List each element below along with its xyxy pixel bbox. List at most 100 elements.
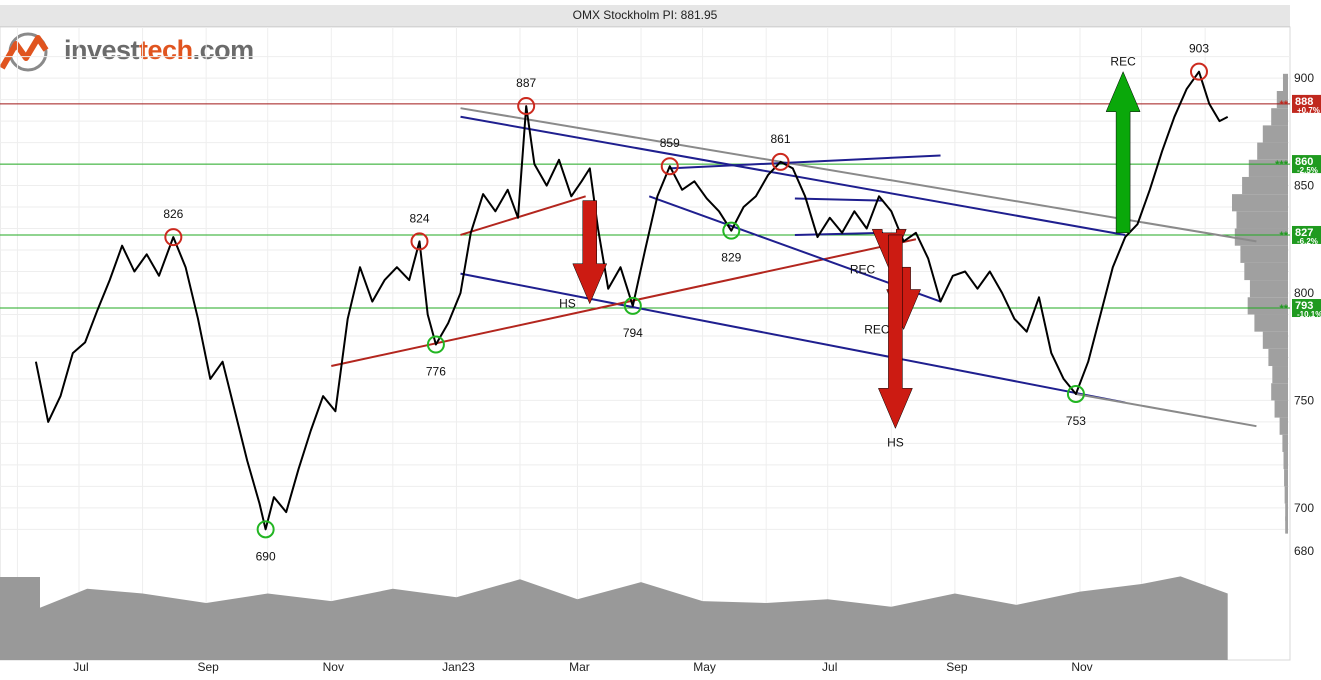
pivot-value-label: 794 (623, 326, 643, 340)
trend-line (460, 107, 1257, 243)
pivot-value-label: 903 (1189, 42, 1209, 56)
x-tick-label: Nov (323, 660, 344, 674)
x-tick-label: May (693, 660, 716, 674)
pivot-value-label: 859 (660, 136, 680, 150)
trend-lines (331, 107, 1257, 428)
level-box (1292, 94, 1321, 113)
price-series (34, 70, 1229, 531)
pivot-value-label: 826 (163, 207, 183, 221)
pivot-circle (164, 228, 183, 247)
volume-profile-bar (1262, 125, 1288, 143)
y-tick-label: 700 (1294, 501, 1314, 515)
x-tick-label: Nov (1071, 660, 1092, 674)
level-box (1292, 155, 1321, 174)
level-value-label: 827 (1295, 227, 1313, 239)
volume-area-start (0, 577, 40, 660)
pivot-circle (722, 221, 741, 240)
pivot-circle (771, 152, 790, 171)
pivot-circle (1066, 384, 1085, 403)
level-pct-label: -6.2% (1297, 237, 1318, 246)
pivot-value-label: 887 (516, 76, 536, 90)
signal-arrow (1105, 71, 1141, 234)
level-box (1292, 225, 1321, 244)
level-marker: *** (1275, 159, 1289, 171)
price-line (34, 70, 1229, 531)
level-marker: ** (1279, 230, 1288, 242)
volume-profile-bar (1271, 108, 1288, 126)
logo-text-accent: tech (139, 34, 193, 65)
y-tick-label: 850 (1294, 179, 1314, 193)
volume-profile-bar (1244, 262, 1288, 281)
volume-profile-bar (1257, 142, 1288, 160)
signal-label: HS (559, 297, 576, 311)
x-tick-label: Sep (197, 660, 219, 674)
signal-label: REC (864, 323, 890, 337)
x-tick-label: Sep (946, 660, 968, 674)
pivot-circle (623, 296, 642, 315)
pivot-circle (410, 232, 429, 251)
logo-text-prefix: invest (64, 34, 140, 65)
volume-profile-bar (1279, 417, 1288, 435)
logo-wordmark: investtech.com (64, 35, 254, 66)
level-pct-label: +0.7% (1297, 106, 1320, 115)
volume-profile-bar (1236, 211, 1288, 229)
volume-profile-bar (1232, 194, 1288, 212)
volume-profile-bar (1283, 451, 1288, 470)
volume-profile-bar (1247, 297, 1288, 315)
y-tick-label: 750 (1294, 393, 1314, 407)
level-value-label: 860 (1295, 156, 1313, 168)
pivot-value-label: 829 (721, 251, 741, 265)
volume-profile-bar (1276, 91, 1288, 109)
signal-arrow (572, 200, 608, 305)
volume-profile-bar (1262, 331, 1288, 349)
volume-profile-bar (1274, 400, 1288, 418)
pivot-value-label: 861 (771, 132, 791, 146)
level-value-label: 793 (1295, 300, 1313, 312)
volume-profile (1232, 73, 1288, 534)
volume-profile-bar (1268, 348, 1288, 367)
x-tick-label: Jan23 (442, 660, 475, 674)
signal-label: HS (887, 435, 904, 449)
support-resistance-levels: ** 888+0.7% *** 860-2.5% ** 827-6.2% ** 793-10.… (0, 94, 1321, 319)
volume-profile-bar (1242, 176, 1288, 195)
logo-icon (0, 32, 49, 72)
pivot-value-label: 776 (426, 365, 446, 379)
volume-profile-bar (1254, 314, 1288, 332)
pivot-value-label: 753 (1066, 414, 1086, 428)
volume-profile-bar (1285, 503, 1288, 521)
level-marker: ** (1279, 303, 1288, 315)
pivot-value-label: 824 (409, 211, 429, 225)
volume-profile-bar (1234, 228, 1288, 246)
signal-label: REC (1110, 55, 1136, 69)
y-tick-label: 900 (1294, 71, 1314, 85)
volume-profile-bar (1284, 469, 1288, 487)
trend-line (794, 231, 884, 236)
value-labels: 826 690 824 776 887 794 859 829 861 753 903 (163, 42, 1209, 564)
level-box (1292, 299, 1321, 318)
volume-profile-bar (1249, 280, 1288, 298)
volume-profile-bar (1282, 73, 1288, 92)
volume-profile-bar (1282, 434, 1288, 452)
pivot-circle (517, 97, 536, 116)
pivot-value-label: 690 (256, 549, 276, 563)
level-pct-label: -2.5% (1297, 166, 1318, 175)
trend-line (460, 115, 1126, 236)
investtech-logo[interactable]: investtech.com (0, 28, 254, 72)
x-tick-label: Mar (569, 660, 590, 674)
trend-line (331, 238, 917, 368)
volume-profile-bar (1284, 486, 1288, 504)
volume-profile-bar (1240, 245, 1288, 263)
signal-arrows: HS REC REC HS REC (559, 55, 1141, 449)
plot-frame (0, 26, 1291, 661)
grid (0, 26, 1291, 661)
pivot-circle (426, 335, 445, 354)
y-tick-label: 680 (1294, 544, 1314, 558)
volume-profile-bar (1285, 516, 1288, 534)
logo-text-suffix: .com (192, 34, 255, 65)
signal-arrow (878, 234, 913, 429)
volume-profile-bar (1272, 366, 1288, 384)
level-pct-label: -10.1% (1297, 310, 1321, 319)
level-value-label: 888 (1295, 96, 1313, 108)
pivot-circle (660, 157, 679, 176)
